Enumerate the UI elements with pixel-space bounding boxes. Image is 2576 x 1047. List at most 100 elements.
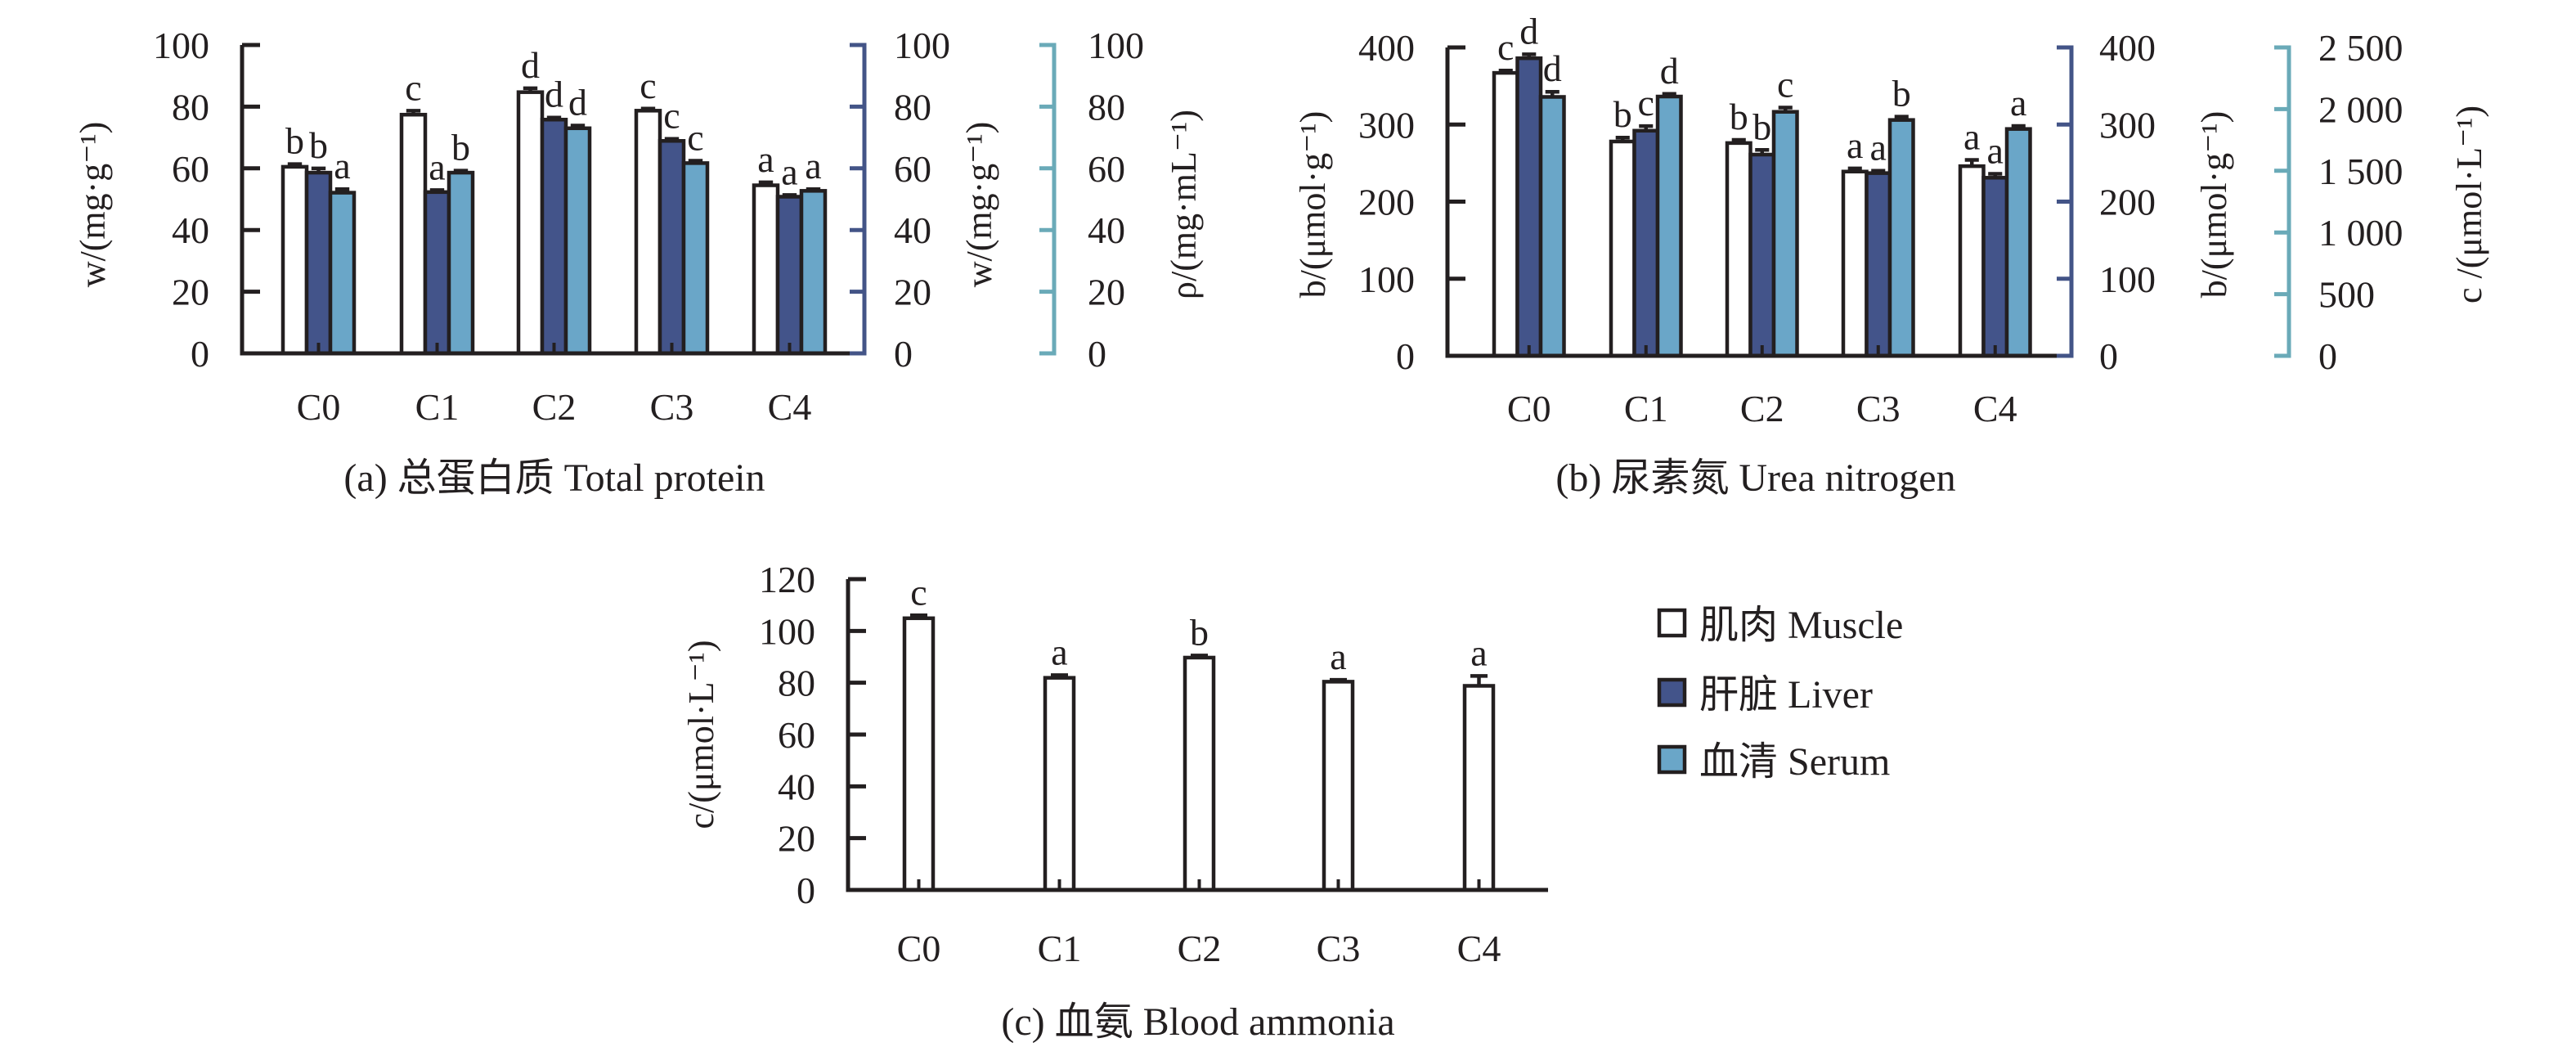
significance-letter: b xyxy=(1613,93,1632,135)
y-tick-label-serum: 2 500 xyxy=(2318,27,2403,69)
bar-liver-C4 xyxy=(1981,176,2009,358)
y-tick-label-left: 20 xyxy=(778,818,815,860)
y-tick-label-left: 60 xyxy=(172,148,209,190)
x-tick-label: C4 xyxy=(1973,388,2017,429)
x-tick-label: C2 xyxy=(532,386,577,428)
y-tick-label-left: 120 xyxy=(759,559,815,600)
x-tick-label: C2 xyxy=(1178,928,1222,969)
bar-muscle-C3 xyxy=(1841,169,1869,358)
significance-letter: a xyxy=(757,138,774,180)
legend-swatch-serum xyxy=(1657,744,1687,775)
legend-item-muscle: 肌肉 Muscle xyxy=(1657,604,1903,647)
legend-label-muscle: 肌肉 Muscle xyxy=(1699,604,1903,647)
bar-serum-C1 xyxy=(447,170,475,356)
significance-letter: a xyxy=(1470,631,1487,673)
y-tick-label-liver: 100 xyxy=(894,25,950,66)
chart-caption: (b) 尿素氮 Urea nitrogen xyxy=(1555,456,1955,500)
y-tick-label-serum: 100 xyxy=(1088,25,1144,66)
y-tick-label-left: 40 xyxy=(172,209,209,251)
legend-swatch-liver xyxy=(1657,677,1687,708)
significance-letter: a xyxy=(781,151,797,192)
significance-letter: a xyxy=(1847,124,1863,166)
y-tick-label-serum: 2 000 xyxy=(2318,88,2403,130)
bar-liver-C2 xyxy=(540,117,568,356)
bar-liver-C0 xyxy=(1515,56,1543,358)
bar-muscle-C1 xyxy=(1609,139,1636,358)
y-axis-label-left: b/(μmol·g⁻¹) xyxy=(1293,111,1333,299)
legend-swatch-muscle xyxy=(1657,608,1687,638)
bar-muscle-C4 xyxy=(1462,684,1496,892)
y-tick-label-liver: 300 xyxy=(2099,104,2156,146)
chart-caption: (c) 血氨 Blood ammonia xyxy=(1001,1000,1394,1044)
bar-liver-C0 xyxy=(304,170,333,356)
y-tick-label-liver: 80 xyxy=(894,86,931,128)
significance-letter: a xyxy=(1051,631,1067,672)
y-tick-label-left: 100 xyxy=(759,610,815,652)
y-tick-label-left: 0 xyxy=(797,870,815,911)
bar-marks: c a b a a xyxy=(902,571,1496,892)
bar-liver-C1 xyxy=(423,190,451,356)
significance-letter: b xyxy=(451,127,470,169)
y-tick-label-left: 100 xyxy=(1358,258,1415,300)
significance-letter: b xyxy=(285,120,304,162)
bar-muscle-C0 xyxy=(1492,70,1519,358)
y-tick-label-left: 400 xyxy=(1358,27,1415,69)
significance-letter: a xyxy=(334,145,350,186)
axes: C0 C1 C2 C3 C4 0 20 40 60 80 100 0 20 40 60 80 100 0 20 40 6… xyxy=(153,25,1144,428)
significance-letter: c xyxy=(1497,26,1514,68)
significance-letter: b xyxy=(1730,96,1748,137)
y-tick-label-liver: 200 xyxy=(2099,182,2156,223)
bar-muscle-C1 xyxy=(1043,676,1076,892)
y-tick-label-serum: 0 xyxy=(2318,335,2337,377)
y-tick-label-liver: 400 xyxy=(2099,27,2156,69)
bar-muscle-C3 xyxy=(1322,680,1355,892)
bar-muscle-C2 xyxy=(1725,141,1752,358)
x-tick-label: C1 xyxy=(415,386,460,428)
y-tick-label-left: 40 xyxy=(778,766,815,807)
chart-caption: (a) 总蛋白质 Total protein xyxy=(343,456,765,500)
y-tick-label-serum: 20 xyxy=(1088,272,1125,313)
significance-letter: c xyxy=(687,117,703,159)
axes: C0 C1 C2 C3 C4 0 100 200 300 400 0 100 200 300 400 0 500… xyxy=(1358,27,2403,429)
significance-letter: a xyxy=(1963,116,1980,158)
significance-letter: a xyxy=(1987,130,2004,172)
y-tick-label-liver: 40 xyxy=(894,209,931,251)
y-tick-label-liver: 0 xyxy=(2099,335,2118,377)
x-tick-label: C3 xyxy=(1317,928,1361,969)
bar-liver-C4 xyxy=(775,195,804,356)
y-axis-label-serum: c /(μmol·L⁻¹) xyxy=(2449,106,2489,303)
y-axis-label-liver: b/(μmol·g⁻¹) xyxy=(2194,111,2234,299)
bar-muscle-C2 xyxy=(1183,655,1216,892)
significance-letter: a xyxy=(1330,636,1346,677)
bar-liver-C3 xyxy=(1865,171,1892,358)
bar-liver-C1 xyxy=(1632,128,1660,358)
x-tick-label: C3 xyxy=(650,386,694,428)
significance-letter: c xyxy=(910,571,927,613)
y-tick-label-left: 60 xyxy=(778,714,815,756)
significance-letter: a xyxy=(429,146,445,187)
bar-muscle-C0 xyxy=(902,616,936,892)
bar-muscle-C1 xyxy=(399,112,428,356)
y-tick-label-left: 20 xyxy=(172,272,209,313)
y-axis-label-left: c/(μmol·L⁻¹) xyxy=(681,640,721,829)
significance-letter: c xyxy=(663,95,680,137)
bar-serum-C3 xyxy=(1887,118,1915,358)
bar-liver-C3 xyxy=(657,138,686,356)
x-tick-label: C0 xyxy=(1507,388,1551,429)
x-tick-label: C1 xyxy=(1624,388,1668,429)
y-tick-label-left: 100 xyxy=(153,25,209,66)
x-tick-label: C0 xyxy=(297,386,341,428)
y-tick-label-serum: 1 000 xyxy=(2318,212,2403,254)
bar-serum-C2 xyxy=(1771,110,1799,358)
significance-letter: d xyxy=(1543,47,1562,89)
x-tick-label: C3 xyxy=(1856,388,1901,429)
bar-liver-C2 xyxy=(1748,152,1776,358)
significance-letter: d xyxy=(521,44,540,86)
significance-letter: a xyxy=(2010,82,2026,124)
y-tick-label-serum: 500 xyxy=(2318,274,2375,316)
bar-muscle-C3 xyxy=(634,109,662,356)
significance-letter: b xyxy=(1752,106,1771,147)
